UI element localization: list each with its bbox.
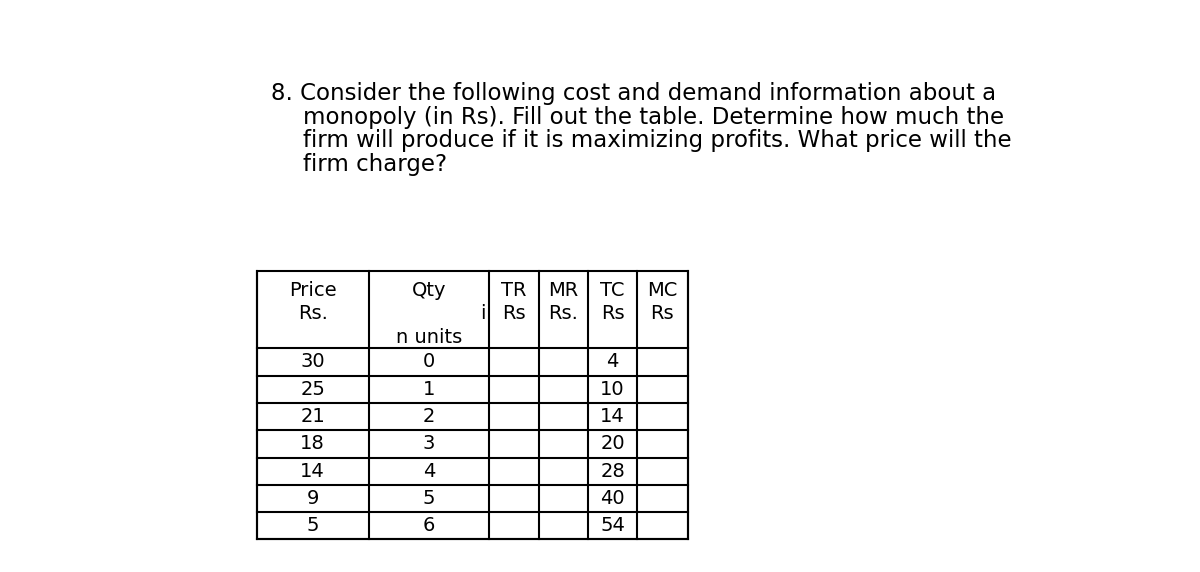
Text: 3: 3 (422, 434, 436, 454)
Text: Rs: Rs (601, 304, 624, 323)
Text: firm will produce if it is maximizing profits. What price will the: firm will produce if it is maximizing pr… (304, 129, 1012, 153)
Text: monopoly (in Rs). Fill out the table. Determine how much the: monopoly (in Rs). Fill out the table. De… (304, 106, 1004, 129)
Text: 0: 0 (422, 352, 436, 371)
Text: MC: MC (647, 281, 678, 300)
Text: n units: n units (396, 328, 462, 347)
Text: 4: 4 (422, 462, 436, 480)
Text: Rs: Rs (503, 304, 526, 323)
Text: firm charge?: firm charge? (304, 153, 448, 176)
Text: i: i (480, 304, 486, 323)
Text: 4: 4 (606, 352, 619, 371)
Text: Qty: Qty (412, 281, 446, 300)
Text: 25: 25 (300, 380, 325, 399)
Text: Rs: Rs (650, 304, 674, 323)
Text: MR: MR (548, 281, 578, 300)
Text: 14: 14 (300, 462, 325, 480)
Text: 2: 2 (422, 407, 436, 426)
Text: 10: 10 (600, 380, 625, 399)
Text: 5: 5 (306, 517, 319, 535)
Text: TC: TC (600, 281, 625, 300)
Text: 5: 5 (422, 489, 436, 508)
Text: 14: 14 (600, 407, 625, 426)
Text: TR: TR (502, 281, 527, 300)
Text: 40: 40 (600, 489, 625, 508)
Text: Price: Price (289, 281, 336, 300)
Text: 30: 30 (300, 352, 325, 371)
Text: 54: 54 (600, 517, 625, 535)
Text: 18: 18 (300, 434, 325, 454)
Text: 9: 9 (306, 489, 319, 508)
Text: 1: 1 (422, 380, 436, 399)
Text: 28: 28 (600, 462, 625, 480)
Text: Rs.: Rs. (548, 304, 578, 323)
Text: Rs.: Rs. (298, 304, 328, 323)
Text: 8. Consider the following cost and demand information about a: 8. Consider the following cost and deman… (271, 82, 996, 105)
Text: 6: 6 (422, 517, 436, 535)
Text: 21: 21 (300, 407, 325, 426)
Text: 20: 20 (600, 434, 625, 454)
